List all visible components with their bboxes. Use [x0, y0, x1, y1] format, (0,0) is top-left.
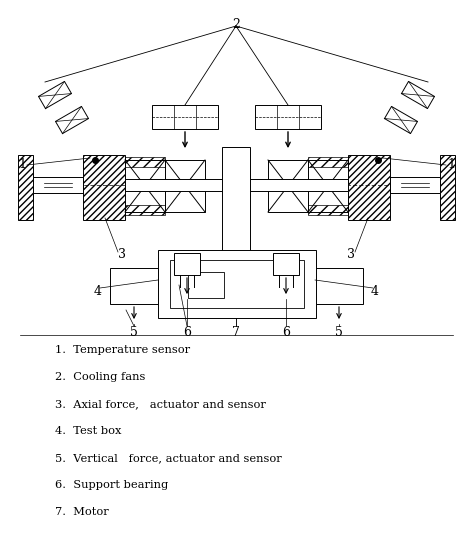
Bar	[273, 253, 299, 275]
Text: 4: 4	[94, 285, 102, 298]
Text: 6: 6	[282, 326, 290, 339]
Bar	[18, 155, 33, 220]
Text: 1: 1	[447, 158, 455, 171]
Bar	[170, 260, 304, 308]
Bar	[165, 160, 205, 212]
Bar	[125, 160, 165, 212]
Bar	[348, 155, 390, 220]
Text: 1.  Temperature sensor: 1. Temperature sensor	[55, 345, 190, 355]
Bar	[33, 177, 83, 193]
Text: 4: 4	[371, 285, 379, 298]
Bar	[83, 155, 125, 220]
Text: 7.  Motor: 7. Motor	[55, 507, 109, 517]
Bar	[152, 105, 218, 129]
Bar	[158, 250, 316, 318]
Bar	[125, 157, 165, 167]
Bar	[255, 105, 321, 129]
Bar	[308, 157, 348, 167]
Text: 6: 6	[183, 326, 191, 339]
Bar	[308, 160, 348, 212]
Bar	[227, 258, 245, 286]
Bar	[315, 268, 363, 304]
Text: 3: 3	[347, 248, 355, 261]
Bar	[125, 179, 348, 191]
Text: 4.  Test box: 4. Test box	[55, 426, 122, 436]
Text: 1: 1	[18, 158, 26, 171]
Bar	[268, 160, 308, 212]
Bar	[125, 205, 165, 215]
Text: 3.  Axial force,   actuator and sensor: 3. Axial force, actuator and sensor	[55, 399, 266, 409]
Text: 7: 7	[232, 326, 240, 339]
Bar	[188, 272, 224, 298]
Text: 3: 3	[118, 248, 126, 261]
Text: 5: 5	[130, 326, 138, 339]
Text: 5.  Vertical   force, actuator and sensor: 5. Vertical force, actuator and sensor	[55, 453, 282, 463]
Text: 6.  Support bearing: 6. Support bearing	[55, 480, 168, 490]
Bar	[174, 253, 200, 275]
Text: 2: 2	[232, 18, 240, 31]
Text: 5: 5	[335, 326, 343, 339]
Bar	[308, 205, 348, 215]
Bar	[110, 268, 158, 304]
Bar	[222, 147, 250, 310]
Bar	[390, 177, 440, 193]
Text: 2.  Cooling fans: 2. Cooling fans	[55, 372, 145, 382]
Bar	[440, 155, 455, 220]
